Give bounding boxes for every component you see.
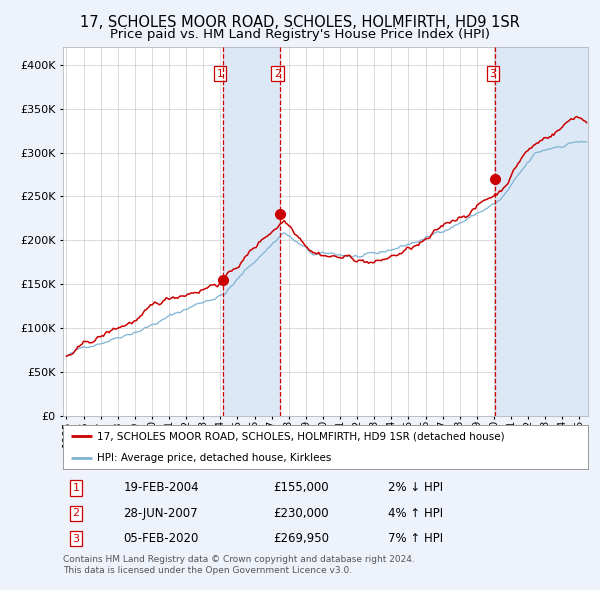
Text: 1: 1 <box>217 68 223 78</box>
Text: 2: 2 <box>274 68 281 78</box>
Text: Price paid vs. HM Land Registry's House Price Index (HPI): Price paid vs. HM Land Registry's House … <box>110 28 490 41</box>
Text: 05-FEB-2020: 05-FEB-2020 <box>124 532 199 545</box>
Text: 2: 2 <box>73 509 80 518</box>
Text: 2% ↓ HPI: 2% ↓ HPI <box>389 481 443 494</box>
Text: 17, SCHOLES MOOR ROAD, SCHOLES, HOLMFIRTH, HD9 1SR (detached house): 17, SCHOLES MOOR ROAD, SCHOLES, HOLMFIRT… <box>97 431 505 441</box>
Text: HPI: Average price, detached house, Kirklees: HPI: Average price, detached house, Kirk… <box>97 453 331 463</box>
Bar <box>496 47 590 416</box>
Text: 1: 1 <box>73 483 80 493</box>
Text: Contains HM Land Registry data © Crown copyright and database right 2024.
This d: Contains HM Land Registry data © Crown c… <box>63 555 415 575</box>
Text: 3: 3 <box>73 533 80 543</box>
Text: 4% ↑ HPI: 4% ↑ HPI <box>389 507 443 520</box>
Text: 3: 3 <box>490 68 496 78</box>
Text: £269,950: £269,950 <box>273 532 329 545</box>
Text: £155,000: £155,000 <box>273 481 329 494</box>
Bar <box>223 47 280 416</box>
Text: 19-FEB-2004: 19-FEB-2004 <box>124 481 199 494</box>
Text: 17, SCHOLES MOOR ROAD, SCHOLES, HOLMFIRTH, HD9 1SR: 17, SCHOLES MOOR ROAD, SCHOLES, HOLMFIRT… <box>80 15 520 30</box>
Text: 7% ↑ HPI: 7% ↑ HPI <box>389 532 443 545</box>
Text: 28-JUN-2007: 28-JUN-2007 <box>124 507 198 520</box>
Text: £230,000: £230,000 <box>273 507 329 520</box>
